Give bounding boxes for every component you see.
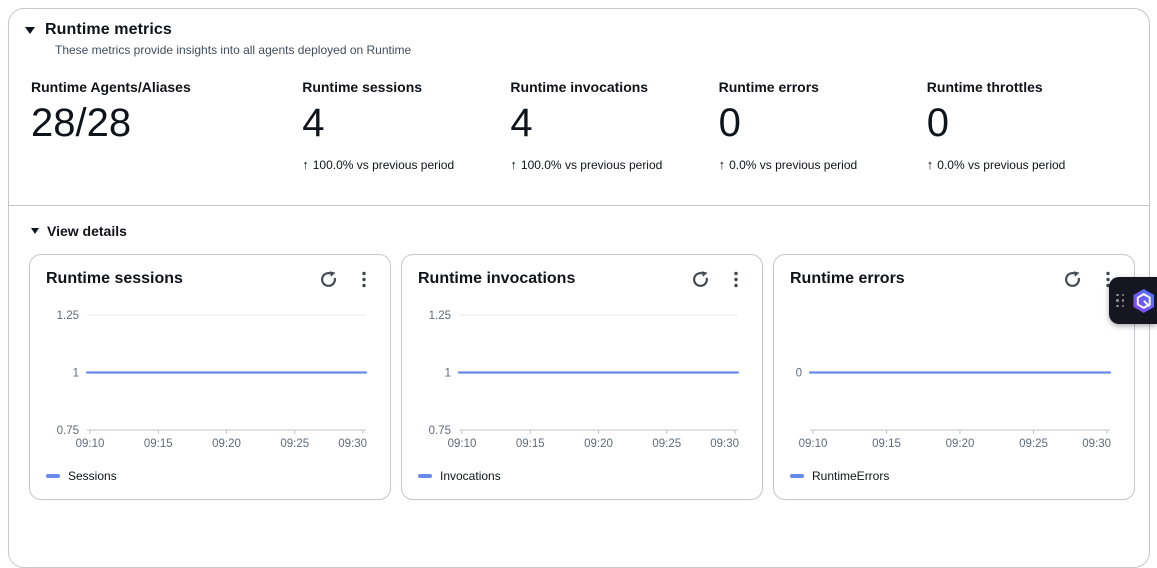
legend-label: Invocations [440, 469, 501, 483]
chart-legend[interactable]: Invocations [418, 469, 746, 483]
metric-throttles: Runtime throttles 0 ↑ 0.0% vs previous p… [927, 79, 1135, 172]
refresh-button[interactable] [1062, 269, 1082, 289]
svg-text:1: 1 [445, 368, 451, 380]
metric-invocations: Runtime invocations 4 ↑ 100.0% vs previo… [510, 79, 718, 172]
svg-text:0: 0 [796, 368, 802, 380]
chart-title: Runtime sessions [46, 270, 318, 288]
refresh-button[interactable] [318, 269, 338, 289]
svg-text:09:15: 09:15 [144, 438, 173, 450]
svg-text:09:15: 09:15 [872, 438, 901, 450]
trend-text: 100.0% vs previous period [521, 158, 662, 172]
view-details-label: View details [47, 223, 127, 239]
metric-value: 28/28 [31, 101, 302, 145]
metric-trend: ↑ 100.0% vs previous period [302, 157, 510, 172]
svg-text:1.25: 1.25 [429, 310, 451, 322]
chart-title: Runtime invocations [418, 270, 690, 288]
drag-handle-icon[interactable] [1116, 294, 1125, 308]
legend-dash-icon [790, 474, 804, 478]
legend-label: RuntimeErrors [812, 469, 889, 483]
metric-label: Runtime sessions [302, 79, 510, 95]
svg-text:09:20: 09:20 [212, 438, 241, 450]
refresh-icon [1064, 271, 1081, 288]
metrics-row: Runtime Agents/Aliases 28/28 Runtime ses… [25, 79, 1135, 172]
refresh-button[interactable] [690, 269, 710, 289]
svg-text:0.75: 0.75 [429, 425, 451, 437]
card-menu-button[interactable] [726, 269, 746, 289]
svg-text:09:10: 09:10 [76, 438, 105, 450]
chart-title: Runtime errors [790, 270, 1062, 288]
metric-label: Runtime Agents/Aliases [31, 79, 302, 95]
arrow-up-icon: ↑ [719, 157, 726, 172]
svg-text:09:25: 09:25 [280, 438, 309, 450]
refresh-icon [320, 271, 337, 288]
triangle-down-icon [31, 228, 39, 234]
line-chart: 0.75 1 1.25 09:10 09:15 09:20 09:25 09:30 [418, 299, 748, 457]
svg-text:09:10: 09:10 [448, 438, 477, 450]
runtime-metrics-expander[interactable]: Runtime metrics [25, 21, 1135, 39]
svg-text:09:20: 09:20 [584, 438, 613, 450]
arrow-up-icon: ↑ [510, 157, 517, 172]
runtime-metrics-panel: Runtime metrics These metrics provide in… [8, 8, 1150, 568]
trend-text: 0.0% vs previous period [729, 158, 857, 172]
svg-text:1: 1 [73, 368, 79, 380]
metric-value: 4 [302, 101, 510, 145]
ellipsis-vertical-icon [734, 271, 738, 288]
section-description: These metrics provide insights into all … [55, 43, 1135, 57]
metric-errors: Runtime errors 0 ↑ 0.0% vs previous peri… [719, 79, 927, 172]
metric-label: Runtime errors [719, 79, 927, 95]
card-menu-button[interactable] [354, 269, 374, 289]
legend-dash-icon [46, 474, 60, 478]
svg-text:09:20: 09:20 [946, 438, 975, 450]
svg-text:09:30: 09:30 [1082, 438, 1111, 450]
metric-value: 0 [927, 101, 1135, 145]
line-chart: 0.75 1 1.25 09:10 09:15 09:20 09:25 09:30 [46, 299, 376, 457]
svg-text:09:25: 09:25 [652, 438, 681, 450]
chart-legend[interactable]: Sessions [46, 469, 374, 483]
triangle-down-icon [25, 27, 35, 34]
refresh-icon [692, 271, 709, 288]
ellipsis-vertical-icon [362, 271, 366, 288]
arrow-up-icon: ↑ [927, 157, 934, 172]
amazon-q-assistant-button[interactable] [1109, 277, 1157, 324]
metric-value: 0 [719, 101, 927, 145]
metric-trend: ↑ 100.0% vs previous period [510, 157, 718, 172]
svg-text:09:10: 09:10 [799, 438, 828, 450]
metric-trend: ↑ 0.0% vs previous period [719, 157, 927, 172]
svg-text:09:30: 09:30 [710, 438, 739, 450]
svg-text:09:25: 09:25 [1019, 438, 1048, 450]
svg-text:09:30: 09:30 [338, 438, 367, 450]
line-chart: 0 09:10 09:15 09:20 09:25 09:30 [790, 299, 1120, 457]
trend-text: 0.0% vs previous period [937, 158, 1065, 172]
amazon-q-icon [1130, 287, 1157, 315]
arrow-up-icon: ↑ [302, 157, 309, 172]
metric-value: 4 [510, 101, 718, 145]
svg-text:1.25: 1.25 [57, 310, 79, 322]
metric-sessions: Runtime sessions 4 ↑ 100.0% vs previous … [302, 79, 510, 172]
section-title: Runtime metrics [45, 21, 172, 39]
trend-text: 100.0% vs previous period [313, 158, 454, 172]
chart-legend[interactable]: RuntimeErrors [790, 469, 1118, 483]
metric-agents-aliases: Runtime Agents/Aliases 28/28 [31, 79, 302, 172]
metric-label: Runtime throttles [927, 79, 1135, 95]
view-details-expander[interactable]: View details [31, 223, 1149, 239]
legend-label: Sessions [68, 469, 117, 483]
svg-text:09:15: 09:15 [516, 438, 545, 450]
metrics-summary-section: Runtime metrics These metrics provide in… [9, 9, 1149, 206]
legend-dash-icon [418, 474, 432, 478]
metric-trend: ↑ 0.0% vs previous period [927, 157, 1135, 172]
metric-label: Runtime invocations [510, 79, 718, 95]
svg-text:0.75: 0.75 [57, 425, 79, 437]
